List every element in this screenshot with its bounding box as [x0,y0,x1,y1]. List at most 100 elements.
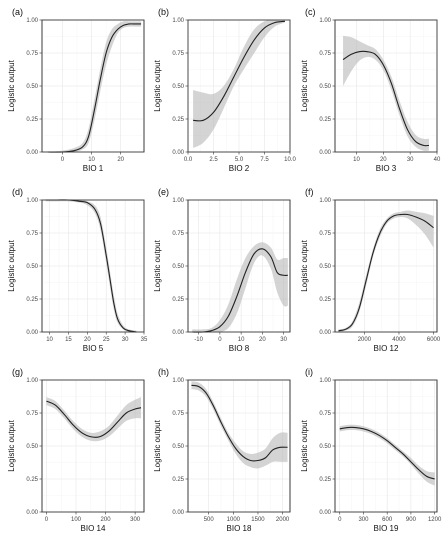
x-tick-label: 30 [407,157,414,163]
x-tick-label: 200 [101,517,112,523]
x-tick-label: 30 [280,337,287,343]
panel-a: 0 10 20 0.00 0.25 0.50 0.75 1.00(a) BIO 1 Logisti… [7,7,145,173]
response-curve [192,248,288,333]
x-tick-label: 35 [141,337,148,343]
response-curve [342,50,429,147]
x-tick-label: 0 [218,337,222,343]
panel-border [334,199,438,333]
panel-border [41,199,145,333]
y-tick-label: 0.75 [172,51,184,57]
y-axis-title: Logistic output [300,59,309,111]
panel-border [187,199,291,333]
response-curve [339,426,435,480]
panel-border [41,19,145,153]
y-tick-label: 0.50 [26,444,38,450]
y-tick-label: 0.50 [26,264,38,270]
y-axis-title: Logistic output [7,419,16,471]
y-axis-title: Logistic output [153,59,162,111]
panel-border [334,379,438,513]
x-tick-label: 0 [61,157,65,163]
x-tick-label: 10.0 [284,157,296,163]
panel-i: 0 300 600 900 1200 0.00 0.25 0.50 0.75 1.00 (i) BIO… [300,367,442,533]
x-axis-title: BIO 8 [229,344,250,353]
y-tick-label: 0.25 [26,297,38,303]
panel-tag: (a) [12,7,23,17]
y-tick-label: 0.50 [172,84,184,90]
y-tick-label: 0.50 [319,84,331,90]
y-tick-label: 1.00 [26,378,38,384]
panel-h: 500 1000 1500 2000 0.00 0.25 0.50 0.75 1.00(h) BI… [153,367,291,533]
y-tick-label: 0.25 [319,477,331,483]
y-tick-label: 0.25 [26,117,38,123]
panel-c: 10 20 30 40 0.00 0.25 0.50 0.75 1.00(c) BIO 3 Logi… [300,7,441,173]
panel-e: -10 0 10 20 30 0.00 0.25 0.50 0.75 1.00(e) BIO 8 Lo… [153,187,291,353]
x-tick-label: 40 [434,157,441,163]
x-tick-label: 6000 [427,337,441,343]
response-curve [193,20,285,122]
x-tick-label: 20 [259,337,266,343]
y-tick-label: 0.75 [26,231,38,237]
panel-d: 10 15 20 25 30 35 0.00 0.25 0.50 0.75 1.00(d) BIO 5… [7,187,148,353]
panel-border [187,379,291,513]
y-tick-label: 0.25 [319,297,331,303]
x-tick-label: 10 [353,157,360,163]
x-tick-label: 2.5 [209,157,218,163]
x-axis-title: BIO 5 [83,344,104,353]
x-axis-title: BIO 1 [83,164,104,173]
response-curve [338,213,434,332]
x-tick-label: 10 [88,157,95,163]
response-curve [191,384,288,462]
panel-tag: (h) [158,367,169,377]
confidence-band [191,381,288,469]
x-tick-label: 5.0 [235,157,244,163]
y-tick-label: 0.25 [172,477,184,483]
y-tick-label: 0.00 [26,510,38,516]
y-tick-label: 1.00 [172,18,184,24]
x-tick-label: 2000 [358,337,372,343]
y-tick-label: 1.00 [319,18,331,24]
y-tick-label: 0.25 [319,117,331,123]
x-axis-title: BIO 18 [227,524,252,533]
panel-tag: (f) [305,187,314,197]
y-tick-label: 0.75 [172,231,184,237]
y-tick-label: 0.00 [319,150,331,156]
panel-tag: (i) [305,367,313,377]
y-tick-label: 0.25 [26,477,38,483]
x-tick-label: 30 [122,337,129,343]
x-tick-label: 10 [46,337,53,343]
x-tick-label: 2000 [276,517,290,523]
x-tick-label: 20 [117,157,124,163]
y-tick-label: 1.00 [172,198,184,204]
x-tick-label: 500 [204,517,215,523]
panel-tag: (g) [12,367,23,377]
x-tick-label: 1500 [251,517,265,523]
x-tick-label: 0.0 [184,157,193,163]
x-axis-title: BIO 12 [374,344,399,353]
y-tick-label: 0.75 [319,231,331,237]
y-axis-title: Logistic output [300,239,309,291]
y-tick-label: 0.50 [26,84,38,90]
response-curve [46,400,142,438]
panel-g: 0 100 200 300 0.00 0.25 0.50 0.75 1.00(g) BIO 14 L… [7,367,145,533]
panel-b: 0.0 2.5 5.0 7.5 10.0 0.00 0.25 0.50 0.75 1.00(b) B… [153,7,296,173]
y-tick-label: 1.00 [26,198,38,204]
panel-border [334,19,438,153]
x-tick-label: 600 [382,517,393,523]
x-tick-label: 20 [380,157,387,163]
x-axis-title: BIO 14 [81,524,106,533]
y-tick-label: 0.75 [26,51,38,57]
x-tick-label: 300 [358,517,369,523]
y-tick-label: 0.75 [319,411,331,417]
y-tick-label: 0.00 [26,330,38,336]
x-tick-label: 1200 [428,517,442,523]
y-tick-label: 0.50 [172,264,184,270]
x-tick-label: 20 [84,337,91,343]
y-tick-label: 0.75 [319,51,331,57]
panel-border [187,19,291,153]
x-tick-label: 300 [130,517,141,523]
y-tick-label: 0.00 [172,330,184,336]
x-tick-label: 100 [71,517,82,523]
confidence-band [45,199,137,333]
y-tick-label: 0.75 [172,411,184,417]
